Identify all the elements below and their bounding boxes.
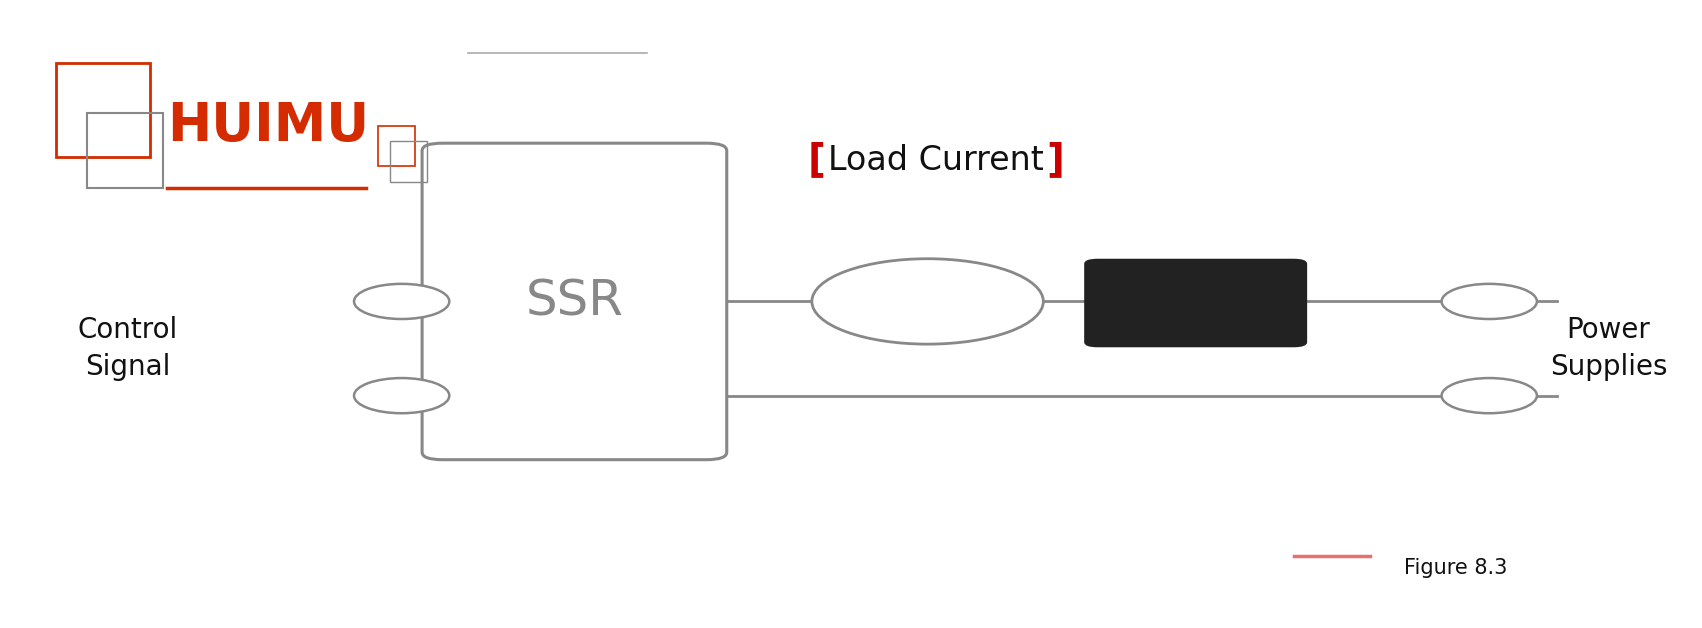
Circle shape	[354, 284, 449, 319]
Text: SSR: SSR	[526, 278, 623, 325]
Circle shape	[354, 378, 449, 413]
Text: A: A	[917, 287, 938, 316]
Text: +: +	[393, 291, 410, 311]
Text: Load: Load	[1159, 288, 1232, 318]
Text: Power
Supplies: Power Supplies	[1549, 316, 1668, 381]
Text: ~: ~	[1481, 289, 1498, 309]
Circle shape	[1442, 284, 1537, 319]
Text: Load Current: Load Current	[829, 144, 1043, 176]
Bar	[390, 141, 427, 182]
Text: ~: ~	[1481, 383, 1498, 403]
Circle shape	[812, 259, 1043, 344]
Circle shape	[1442, 378, 1537, 413]
Text: Control
Signal: Control Signal	[78, 316, 177, 381]
Bar	[87, 113, 163, 188]
Bar	[378, 126, 415, 166]
Text: Figure 8.3: Figure 8.3	[1404, 558, 1508, 578]
Text: [: [	[808, 141, 825, 179]
FancyBboxPatch shape	[422, 143, 727, 460]
Text: HUIMU: HUIMU	[167, 100, 369, 151]
Text: −: −	[391, 384, 412, 408]
Bar	[56, 63, 150, 157]
Text: ]: ]	[1047, 141, 1064, 179]
FancyBboxPatch shape	[1084, 259, 1307, 347]
